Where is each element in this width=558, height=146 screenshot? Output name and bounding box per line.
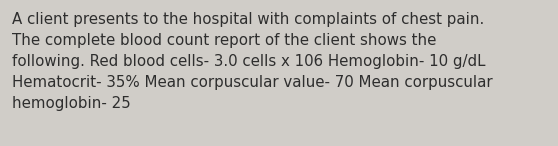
- Text: A client presents to the hospital with complaints of chest pain.
The complete bl: A client presents to the hospital with c…: [12, 12, 493, 111]
